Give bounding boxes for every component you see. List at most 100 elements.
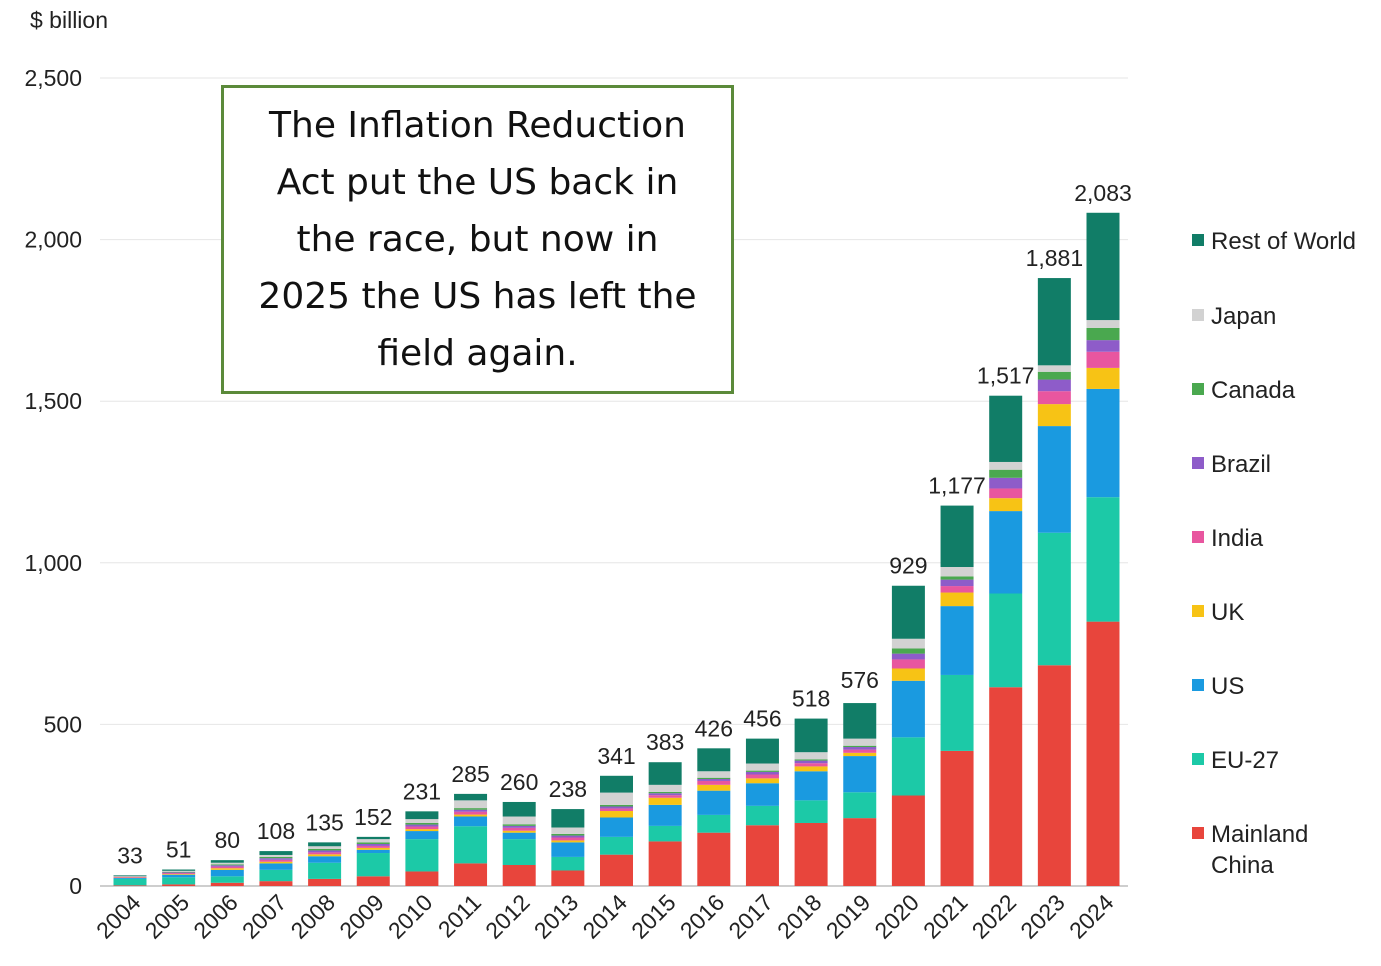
bar-segment (1037, 665, 1071, 886)
bar-segment (405, 822, 439, 825)
bar-segment (308, 852, 342, 855)
x-tick-label: 2020 (869, 889, 924, 944)
bar-segment (600, 806, 633, 809)
bar-segment (1037, 365, 1071, 372)
bar-segment (843, 756, 877, 793)
bar-segment (1037, 379, 1071, 392)
annotation-line: 2025 the US has left the (258, 276, 697, 317)
legend-label-us: US (1211, 673, 1244, 700)
legend-label-rest-of-world: Rest of World (1211, 228, 1356, 255)
bar-segment (697, 780, 731, 785)
bar-segment (989, 469, 1023, 478)
x-tick-label: 2017 (723, 889, 778, 944)
legend-swatch-us (1192, 679, 1204, 691)
bar-segment (989, 511, 1023, 594)
bar-segment (940, 576, 974, 580)
bar-segment (259, 869, 293, 882)
bar-segment (794, 766, 828, 772)
legend-item-india: India (1192, 525, 1264, 552)
x-tick-label: 2007 (237, 889, 292, 944)
x-tick-label: 2023 (1015, 889, 1070, 944)
legend-swatch-brazil (1192, 457, 1204, 469)
bar-segment (405, 871, 439, 886)
bar-segment (551, 856, 585, 871)
bar-segment (1037, 278, 1071, 366)
x-tick-label: 2008 (286, 889, 341, 944)
bar-segment (891, 659, 925, 669)
bar-segment (162, 872, 196, 874)
total-value-label: 51 (166, 837, 192, 863)
bar-segment (940, 505, 974, 568)
bar-segment (648, 791, 682, 794)
bar-segment (551, 827, 585, 834)
bar-segment (210, 868, 244, 870)
legend-label-india: India (1211, 525, 1264, 552)
bar-segment (697, 748, 731, 772)
legend-swatch-eu27 (1192, 753, 1204, 765)
bar-segment (600, 854, 633, 886)
bar-segment (697, 779, 731, 781)
annotation-text: The Inflation Reduction Act put the US b… (258, 97, 696, 382)
bar-segment (259, 851, 293, 855)
total-value-label: 518 (792, 686, 830, 712)
x-tick-label: 2011 (433, 889, 486, 942)
bar-segment (697, 814, 731, 833)
total-value-label: 1,881 (1026, 245, 1084, 271)
bar-segment (891, 585, 925, 639)
bar-segment (210, 865, 244, 867)
bar-segment (648, 804, 682, 826)
bar-segment (745, 774, 779, 779)
bar-segment (843, 738, 877, 746)
bar-segment (1086, 320, 1120, 328)
legend-item-rest-of-world: Rest of World (1192, 228, 1356, 255)
bar-segment (794, 822, 828, 886)
legend-item-eu27: EU-27 (1192, 747, 1279, 774)
bar-segment (162, 873, 196, 875)
bar-segment (843, 747, 877, 750)
x-tick-label: 2024 (1064, 889, 1119, 944)
bar-segment (745, 770, 779, 772)
bar-segment (502, 825, 536, 828)
bar-segment (697, 790, 731, 815)
bar-segment (259, 863, 293, 870)
bar-segment (891, 638, 925, 649)
bar-segment (989, 461, 1023, 470)
y-tick-label: 500 (44, 711, 82, 737)
y-tick-label: 2,000 (24, 227, 82, 253)
legend-label-brazil: Brazil (1211, 451, 1271, 478)
total-value-label: 152 (354, 804, 392, 830)
bar-segment (259, 856, 293, 859)
bar-segment (405, 826, 439, 830)
legend-item-mainland-china: Mainland China (1192, 821, 1308, 879)
bar-segment (551, 835, 585, 838)
bar-segment (940, 592, 974, 607)
bar-segment (162, 869, 196, 871)
bar-segment (454, 816, 488, 827)
bar-segment (551, 840, 585, 843)
bar-segment (356, 839, 390, 843)
legend-item-canada: Canada (1192, 377, 1296, 404)
total-value-label: 33 (117, 842, 143, 868)
bar-segment (600, 808, 633, 812)
bar-segment (989, 687, 1023, 886)
legend-item-japan: Japan (1192, 303, 1276, 330)
bar-segment (551, 837, 585, 841)
bar-segment (502, 816, 536, 825)
bar-segment (940, 606, 974, 675)
bar-segment (405, 831, 439, 840)
bar-segment (113, 877, 147, 879)
bar-segment (843, 745, 877, 748)
bar-segment (940, 567, 974, 577)
legend-item-us: US (1192, 673, 1244, 700)
bar-segment (1037, 532, 1071, 666)
x-tick-label: 2014 (577, 889, 632, 944)
total-value-label: 456 (743, 706, 781, 732)
bar-segment (745, 783, 779, 806)
legend-label-eu27: EU-27 (1211, 747, 1279, 774)
legend-label-mainland-china-line1: Mainland (1211, 821, 1308, 848)
bar-segment (1086, 497, 1120, 622)
bar-segment (697, 777, 731, 780)
bar-segment (356, 843, 390, 846)
bar-segment (405, 819, 439, 823)
y-tick-label: 0 (69, 873, 82, 899)
